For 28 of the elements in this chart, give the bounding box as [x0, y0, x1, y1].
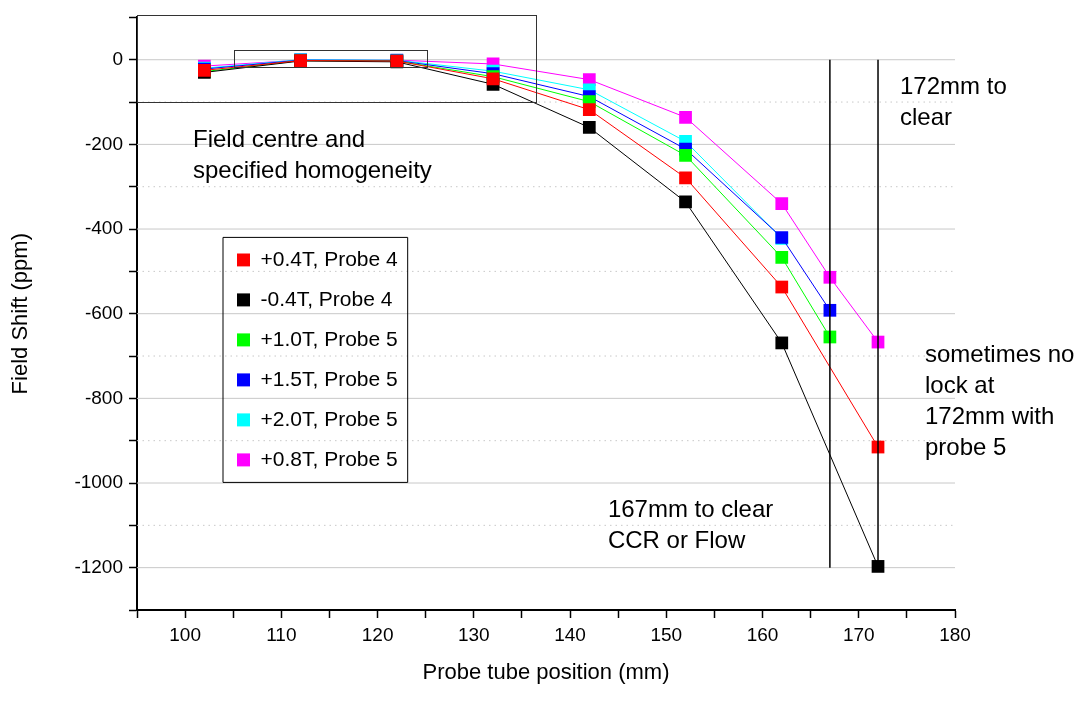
y-tick-label: -1000 [74, 471, 123, 493]
y-axis-title: Field Shift (ppm) [7, 233, 33, 395]
legend-label: +0.4T, Probe 4 [260, 246, 398, 270]
legend-label: +2.0T, Probe 5 [260, 406, 398, 430]
y-tick-label: -800 [84, 386, 123, 408]
legend-label: +1.0T, Probe 5 [260, 326, 398, 350]
x-tick-label: 110 [266, 623, 297, 645]
annotation: sometimes no lock at 172mm with probe 5 [925, 339, 1075, 460]
ref-line-label: 167mm to clear CCR or Flow [607, 494, 774, 553]
x-tick-label: 140 [554, 623, 586, 645]
x-tick-label: 150 [650, 623, 683, 645]
legend-label: -0.4T, Probe 4 [260, 286, 393, 310]
y-tick-label: -400 [84, 217, 123, 239]
y-tick-label: -1200 [74, 555, 123, 577]
legend-label: +0.8T, Probe 5 [260, 446, 398, 470]
x-tick-label: 160 [746, 623, 779, 645]
x-tick-label: 180 [939, 623, 971, 645]
x-tick-label: 100 [169, 623, 201, 645]
ref-line-label: 172mm to clear [900, 72, 1007, 131]
legend-label: +1.5T, Probe 5 [260, 366, 398, 390]
x-tick-label: 120 [361, 623, 394, 645]
x-axis-title: Probe tube position (mm) [422, 658, 670, 684]
x-tick-label: 170 [842, 623, 875, 645]
annotation: Field centre and specified homogeneity [193, 124, 432, 183]
y-tick-label: 0 [112, 47, 123, 69]
y-tick-label: -600 [84, 301, 123, 323]
x-tick-label: 130 [457, 623, 490, 645]
y-tick-label: -200 [84, 132, 123, 154]
